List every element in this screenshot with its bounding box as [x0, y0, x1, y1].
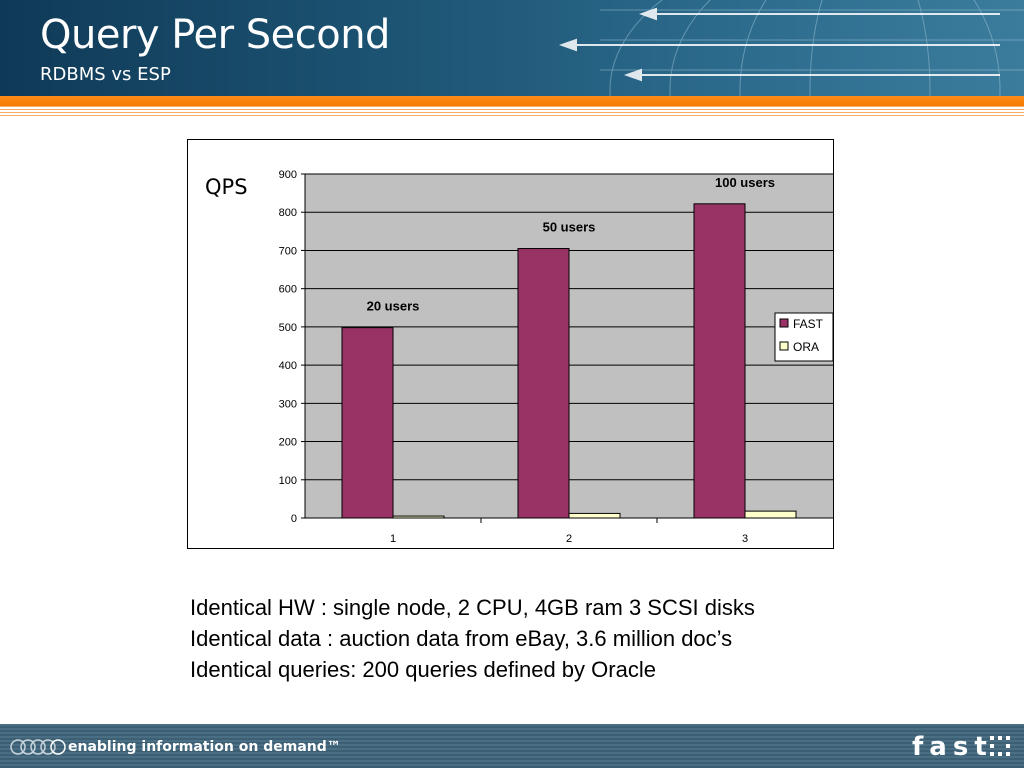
bar-fast — [517, 248, 570, 519]
bar-ora — [568, 512, 621, 519]
logo-dots-icon — [990, 736, 1010, 756]
y-tick-label: 400 — [279, 360, 297, 372]
orange-divider — [0, 96, 1024, 106]
legend-swatch-ora — [779, 341, 789, 351]
page-title: Query Per Second — [40, 12, 390, 58]
y-tick-label: 900 — [279, 169, 297, 181]
y-tick-label: 300 — [279, 398, 297, 410]
note-data: Identical data : auction data from eBay,… — [190, 626, 733, 651]
bar-ora — [392, 515, 445, 519]
bar-annotation: 20 users — [367, 299, 420, 314]
footer-tagline: enabling information on demand™ — [68, 739, 341, 755]
page-subtitle: RDBMS vs ESP — [40, 64, 171, 85]
x-tick-label: 3 — [742, 533, 748, 545]
y-tick-label: 600 — [279, 284, 297, 296]
y-tick-label: 500 — [279, 322, 297, 334]
chart-frame: 0 100 200 300 400 500 600 700 800 900 QPS 1 20 users… — [187, 139, 834, 549]
y-tick-label: 0 — [291, 513, 297, 525]
rings-icon — [10, 739, 66, 755]
y-tick-label: 200 — [279, 437, 297, 449]
notes-block: Identical HW : single node, 2 CPU, 4GB r… — [190, 592, 755, 685]
footer-bar: enabling information on demand™ fast — [0, 724, 1024, 768]
note-hardware: Identical HW : single node, 2 CPU, 4GB r… — [190, 595, 755, 620]
y-tick-label: 700 — [279, 245, 297, 257]
qps-bar-chart: 0 100 200 300 400 500 600 700 800 900 QPS 1 20 users… — [205, 169, 833, 545]
y-tick-label: 800 — [279, 207, 297, 219]
legend-label-fast: FAST — [793, 317, 824, 331]
bar-fast — [693, 203, 746, 519]
orange-stripes — [0, 106, 1024, 118]
note-queries: Identical queries: 200 queries defined b… — [190, 657, 656, 682]
header-banner: Query Per Second RDBMS vs ESP — [0, 0, 1024, 96]
bar-annotation: 50 users — [543, 220, 596, 235]
x-tick-label: 2 — [566, 533, 572, 545]
bar-ora — [744, 510, 797, 519]
x-tick-label: 1 — [390, 533, 396, 545]
y-tick-label: 100 — [279, 475, 297, 487]
legend-label-ora: ORA — [793, 340, 819, 354]
y-axis-label: QPS — [205, 175, 248, 199]
bar-annotation: 100 users — [715, 175, 775, 190]
legend-swatch-fast — [779, 318, 789, 328]
fast-logo: fast — [912, 732, 993, 762]
globe-graphic — [559, 0, 1024, 96]
bar-fast — [341, 327, 394, 519]
